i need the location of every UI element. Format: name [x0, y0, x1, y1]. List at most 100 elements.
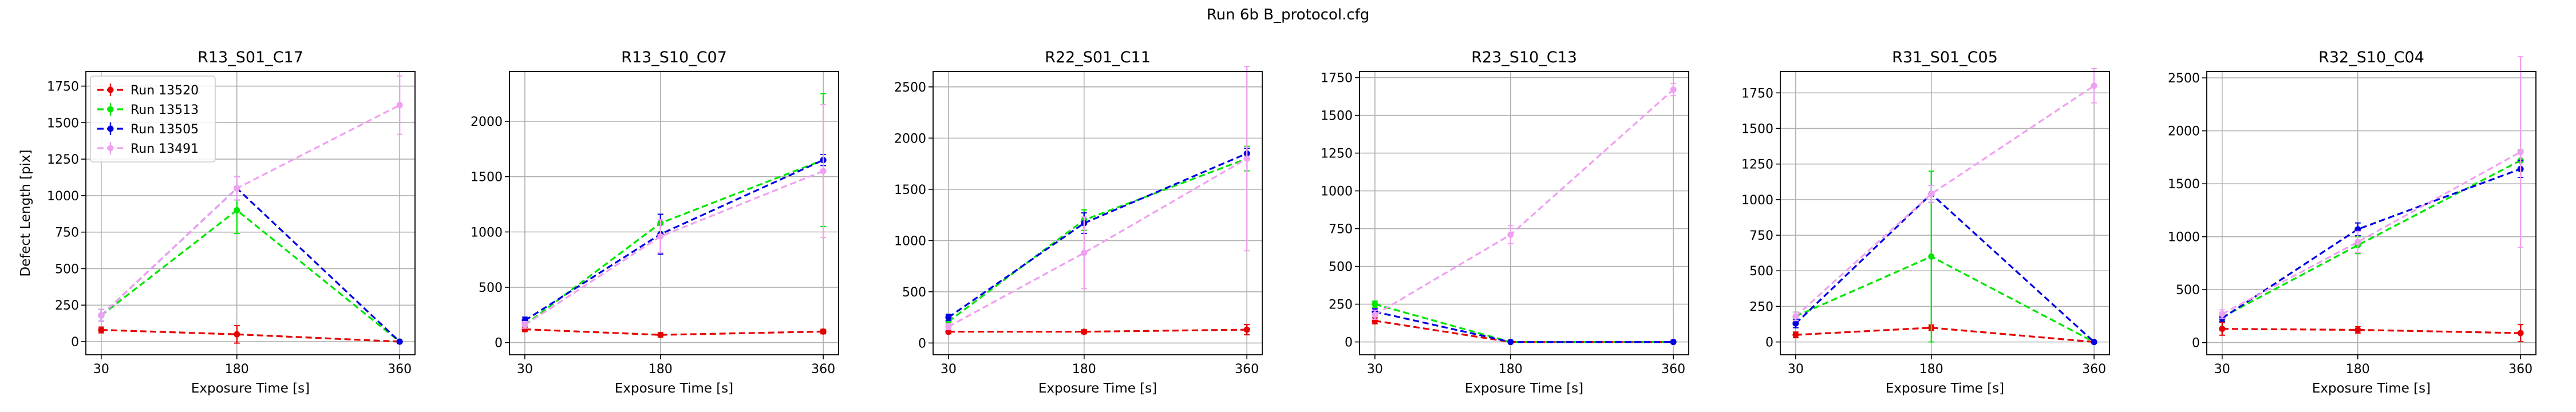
- panel-title: R13_S01_C17: [197, 49, 303, 66]
- y-tick-label: 0: [1345, 336, 1353, 350]
- legend-marker: [107, 145, 114, 152]
- panel-1: 30 180 360 0 250 500 750 1000 1250 1500 1750 R13_S0…: [18, 49, 416, 396]
- x-tick-label: 30: [1788, 362, 1804, 377]
- x-tick-label: 180: [225, 362, 249, 377]
- y-tick-label: 750: [1749, 229, 1773, 243]
- y-tick-label: 1000: [1321, 185, 1353, 199]
- y-tick-label: 1500: [1741, 122, 1773, 136]
- panels: 30 180 360 0 250 500 750 1000 1250 1500 1750 R13_S0…: [18, 49, 2537, 396]
- y-tick-label: 500: [902, 286, 926, 300]
- legend: Run 13520 Run 13513 Run 13505 Run 13491: [90, 76, 216, 163]
- x-axis-label: Exposure Time [s]: [1886, 381, 2004, 396]
- figure-suptitle: Run 6b B_protocol.cfg: [1207, 6, 1370, 23]
- data-point: [1928, 253, 1935, 260]
- series-run-13491: [98, 75, 403, 322]
- legend-label: Run 13491: [131, 142, 199, 156]
- y-tick-label: 1500: [471, 171, 503, 185]
- data-point: [1507, 339, 1514, 346]
- y-tick-label: 0: [2192, 336, 2200, 351]
- data-point: [1670, 339, 1677, 346]
- legend-box: [90, 76, 216, 163]
- data-point: [2517, 149, 2524, 156]
- series-line: [2222, 328, 2521, 334]
- data-point: [1081, 249, 1088, 256]
- x-tick-label: 360: [1661, 362, 1685, 377]
- y-tick-label: 2500: [2168, 72, 2200, 86]
- series-run-13491: [521, 104, 827, 329]
- data-point: [1792, 320, 1799, 327]
- panel-title: R13_S10_C07: [621, 49, 727, 66]
- legend-marker: [107, 125, 114, 132]
- data-point: [234, 185, 240, 192]
- data-point: [2354, 327, 2361, 334]
- x-tick-label: 360: [2082, 362, 2106, 377]
- data-point: [1243, 326, 1250, 333]
- data-point: [2091, 82, 2097, 89]
- x-axis-label: Exposure Time [s]: [191, 381, 310, 396]
- data-point: [396, 338, 403, 345]
- y-tick-label: 0: [1765, 336, 1773, 350]
- y-tick-label: 0: [918, 336, 926, 351]
- y-tick-label: 0: [71, 335, 79, 350]
- y-tick-label: 250: [55, 299, 79, 313]
- series-line: [948, 157, 1247, 328]
- data-point: [1081, 328, 1088, 335]
- y-tick-label: 1750: [1741, 86, 1773, 101]
- y-tick-label: 250: [1749, 300, 1773, 314]
- plot-frame: [85, 71, 416, 355]
- plot-frame: [2206, 71, 2537, 355]
- legend-item: Run 13513: [97, 103, 199, 117]
- legend-label: Run 13520: [131, 84, 199, 98]
- y-tick-label: 1500: [2168, 177, 2200, 192]
- data-point: [1670, 86, 1677, 93]
- panel-3: 30 180 360 0 500 1000 1500 2000 2500 R22_S01_C11 E…: [894, 49, 1263, 396]
- y-tick-label: 250: [1329, 298, 1353, 312]
- y-tick-label: 500: [1329, 260, 1353, 275]
- data-point: [1507, 231, 1514, 238]
- series-run-13520: [2219, 322, 2524, 342]
- y-tick-label: 500: [2176, 283, 2200, 298]
- legend-label: Run 13505: [131, 122, 199, 137]
- data-point: [1372, 311, 1378, 318]
- data-point: [521, 322, 528, 328]
- panel-2: 30 180 360 0 500 1000 1500 2000 R13_S10_C07 Expos…: [471, 49, 839, 396]
- data-point: [945, 323, 952, 330]
- legend-marker: [107, 86, 114, 93]
- legend-item: Run 13505: [97, 122, 199, 137]
- x-tick-label: 180: [1499, 362, 1523, 377]
- panel-5: 30 180 360 0 250 500 750 1000 1250 1500 1750 R31_S0…: [1741, 49, 2110, 396]
- y-tick-label: 2000: [471, 115, 503, 129]
- y-tick-label: 1250: [47, 153, 79, 167]
- series-run-13491: [1372, 83, 1677, 320]
- data-point: [1792, 331, 1799, 338]
- x-axis-label: Exposure Time [s]: [1465, 381, 1583, 396]
- data-point: [2354, 239, 2361, 245]
- plot-frame: [509, 71, 839, 355]
- data-point: [1928, 191, 1935, 197]
- panel-4: 30 180 360 0 250 500 750 1000 1250 1500 1750 R23_S1…: [1321, 49, 1689, 396]
- legend-item: Run 13491: [97, 142, 199, 156]
- panel-title: R32_S10_C04: [2318, 49, 2424, 66]
- y-tick-label: 1500: [47, 116, 79, 130]
- series-run-13491: [2219, 56, 2524, 319]
- legend-item: Run 13520: [97, 84, 199, 98]
- y-tick-label: 1250: [1321, 147, 1353, 161]
- data-point: [396, 102, 403, 109]
- y-tick-label: 2500: [894, 81, 926, 95]
- series-run-13520: [945, 324, 1250, 336]
- data-point: [2219, 311, 2226, 318]
- x-tick-label: 30: [517, 362, 533, 377]
- y-tick-label: 1000: [47, 189, 79, 204]
- x-tick-label: 180: [1072, 362, 1096, 377]
- y-tick-label: 750: [55, 226, 79, 240]
- series-line: [1795, 85, 2095, 317]
- series-line: [948, 328, 1247, 333]
- series-line: [2222, 151, 2521, 315]
- series-run-13491: [1792, 68, 2097, 322]
- y-tick-label: 1000: [2168, 231, 2200, 245]
- data-point: [98, 312, 105, 319]
- x-tick-label: 30: [93, 362, 109, 377]
- data-point: [2091, 339, 2097, 346]
- data-point: [1792, 313, 1799, 320]
